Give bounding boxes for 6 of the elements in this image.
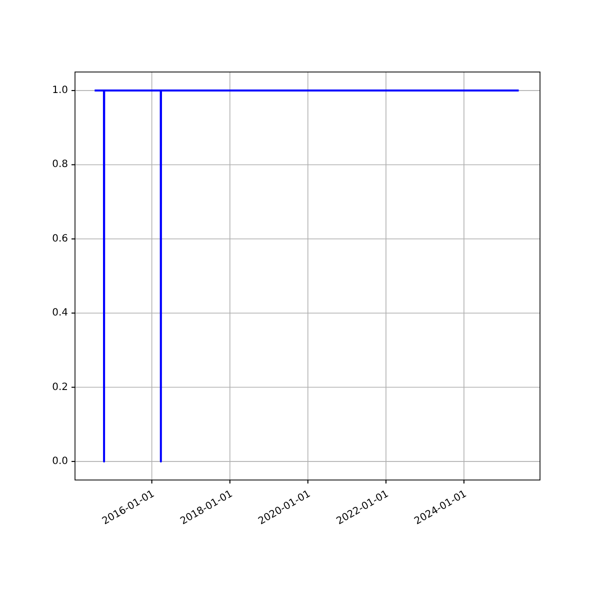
y-tick-label: 1.0 (52, 85, 68, 96)
y-tick-label: 0.0 (52, 456, 68, 467)
y-tick-label: 0.6 (52, 233, 68, 244)
y-tick-label: 0.4 (52, 308, 68, 319)
y-tick-label: 0.2 (52, 382, 68, 393)
y-tick-label: 0.8 (52, 159, 68, 170)
